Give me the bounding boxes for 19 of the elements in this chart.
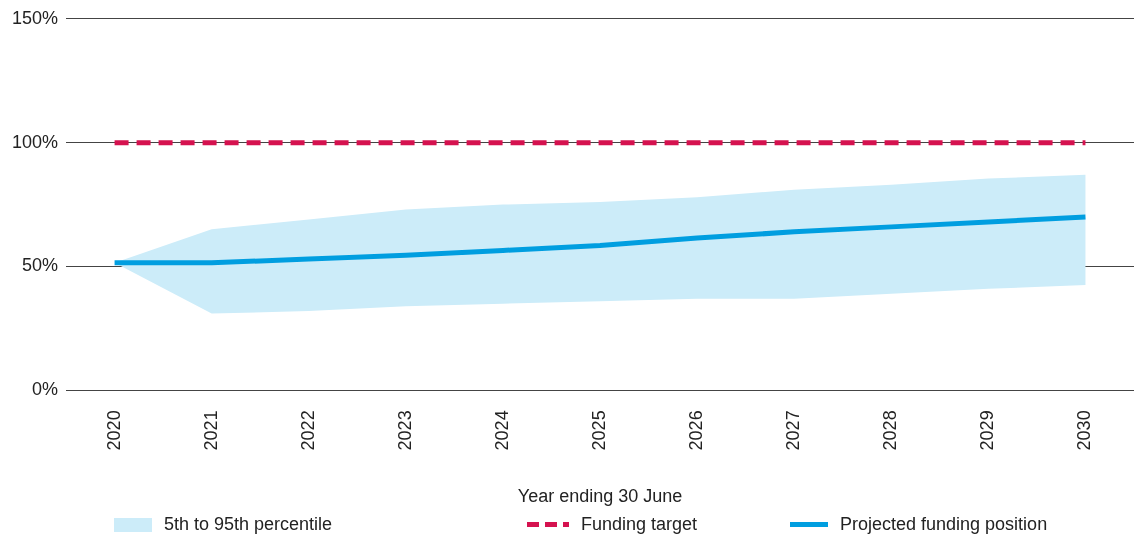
x-tick-label: 2025 [588,410,609,451]
x-tick-label: 2028 [880,410,901,451]
y-tick-label: 100% [11,131,59,152]
x-tick-label: 2020 [103,410,124,451]
legend-label: Projected funding position [840,514,1048,535]
x-tick-label: 2021 [200,410,221,451]
x-axis-title: Year ending 30 June [517,486,683,507]
y-tick-label: 150% [11,7,59,28]
x-tick-label: 2023 [394,410,415,451]
y-tick-label: 50% [22,255,59,276]
text: 5th to 95th percentile [164,514,333,535]
x-tick-label: 2026 [686,410,707,451]
x-tick-label: 2024 [491,410,512,451]
y-tick-label: 0% [32,379,59,400]
x-tick-label: 2027 [783,410,804,451]
x-tick-label: 2030 [1074,410,1095,451]
x-tick-label: 2029 [977,410,998,451]
legend-label: Funding target [581,514,698,535]
x-tick-label: 2022 [297,410,318,451]
